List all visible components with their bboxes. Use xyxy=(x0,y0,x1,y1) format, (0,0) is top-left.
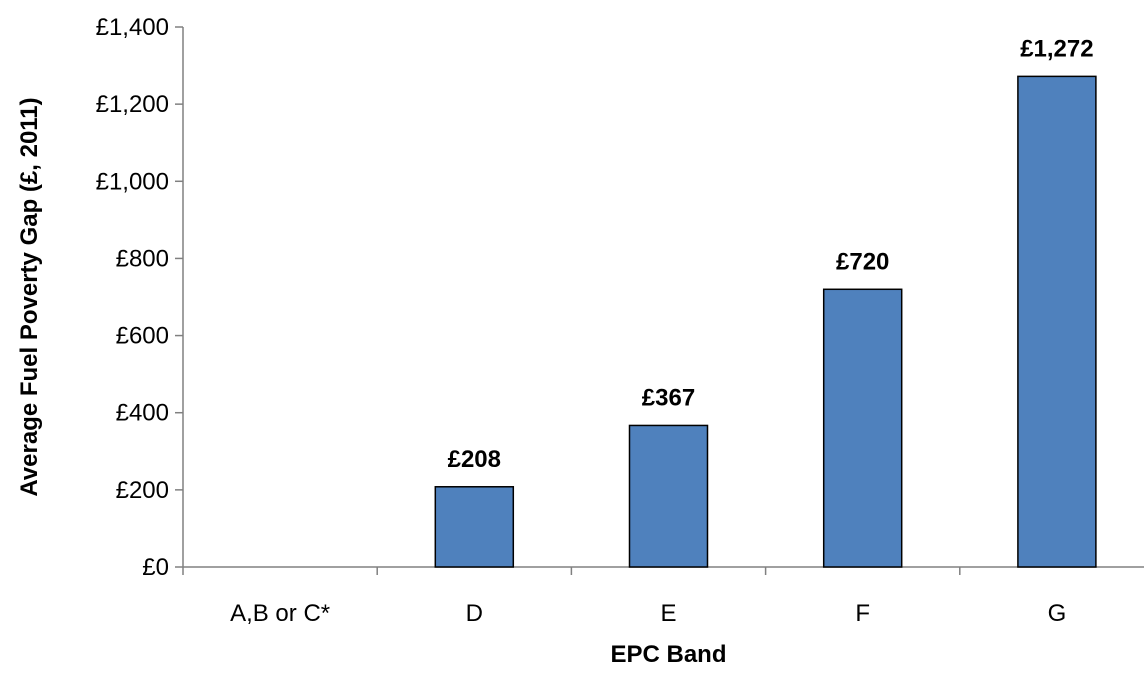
x-axis: A,B or C* D E F G xyxy=(182,566,1144,627)
bar xyxy=(628,424,709,568)
bar xyxy=(822,288,903,568)
x-tick-label: A,B or C* xyxy=(230,600,330,627)
bar-data-label: £720 xyxy=(836,248,889,275)
y-tick-label: £400 xyxy=(116,400,169,427)
y-axis-title: Average Fuel Poverty Gap (£, 2011) xyxy=(16,97,43,496)
bar-data-label: £208 xyxy=(448,446,501,473)
y-tick-label: £1,000 xyxy=(96,168,169,195)
x-axis-title: EPC Band xyxy=(610,641,726,668)
y-tick-label: £1,400 xyxy=(96,14,169,41)
x-tick-label: F xyxy=(855,600,870,627)
bar xyxy=(434,486,515,568)
y-tick-label: £1,200 xyxy=(96,91,169,118)
y-axis: £0 £200 £400 £600 £800 £1,000 £1,200 £1,400 xyxy=(96,14,184,581)
y-tick-label: £600 xyxy=(116,323,169,350)
x-tick-label: E xyxy=(660,600,676,627)
data-labels: £208 £367 £720 £1,272 xyxy=(448,35,1094,472)
y-tick-label: £800 xyxy=(116,245,169,272)
bar-data-label: £1,272 xyxy=(1020,35,1093,62)
x-tick-label: D xyxy=(466,600,483,627)
y-tick-label: £200 xyxy=(116,477,169,504)
bars xyxy=(434,75,1097,568)
bar-data-label: £367 xyxy=(642,384,695,411)
y-tick-label: £0 xyxy=(142,554,169,581)
bar xyxy=(1017,75,1097,568)
x-tick-label: G xyxy=(1048,600,1067,627)
